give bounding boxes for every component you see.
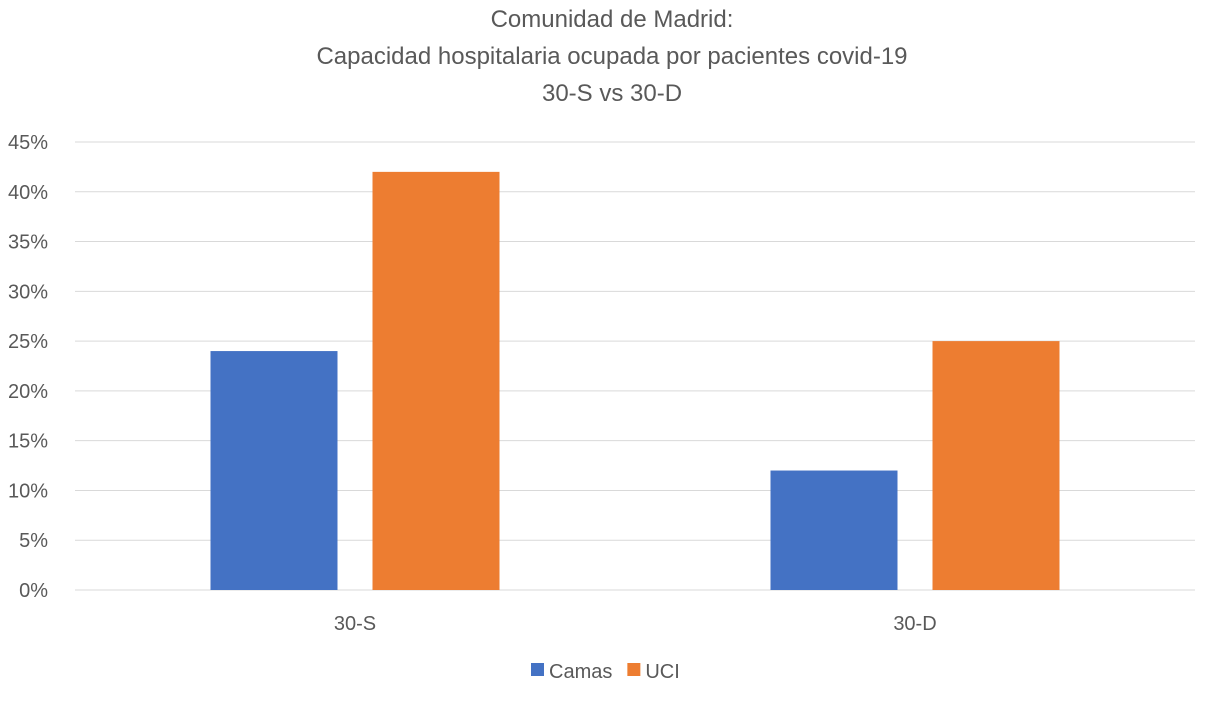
y-tick-label: 35% xyxy=(8,232,48,254)
legend-label: UCI xyxy=(645,661,679,683)
y-tick-label: 20% xyxy=(8,381,48,403)
legend-label: Camas xyxy=(549,661,612,683)
y-tick-label: 30% xyxy=(8,281,48,303)
y-tick-label: 15% xyxy=(8,431,48,453)
y-tick-label: 25% xyxy=(8,331,48,353)
y-tick-label: 45% xyxy=(8,132,48,154)
chart-title-line: 30-S vs 30-D xyxy=(542,80,682,107)
y-tick-label: 5% xyxy=(19,530,48,552)
bar-camas-30-s xyxy=(210,351,338,590)
x-tick-label: 30-S xyxy=(334,613,376,635)
bar-uci-30-s xyxy=(372,171,500,590)
chart-title-line: Capacidad hospitalaria ocupada por pacie… xyxy=(316,43,907,70)
legend-swatch-camas xyxy=(531,663,544,676)
chart-title-line: Comunidad de Madrid: xyxy=(491,6,734,33)
legend-swatch-uci xyxy=(627,663,641,676)
y-tick-label: 10% xyxy=(8,480,48,502)
bar-camas-30-d xyxy=(770,470,898,590)
y-tick-label: 40% xyxy=(8,182,48,204)
y-tick-label: 0% xyxy=(19,580,48,602)
bar-uci-30-d xyxy=(932,341,1060,590)
x-tick-label: 30-D xyxy=(893,613,936,635)
